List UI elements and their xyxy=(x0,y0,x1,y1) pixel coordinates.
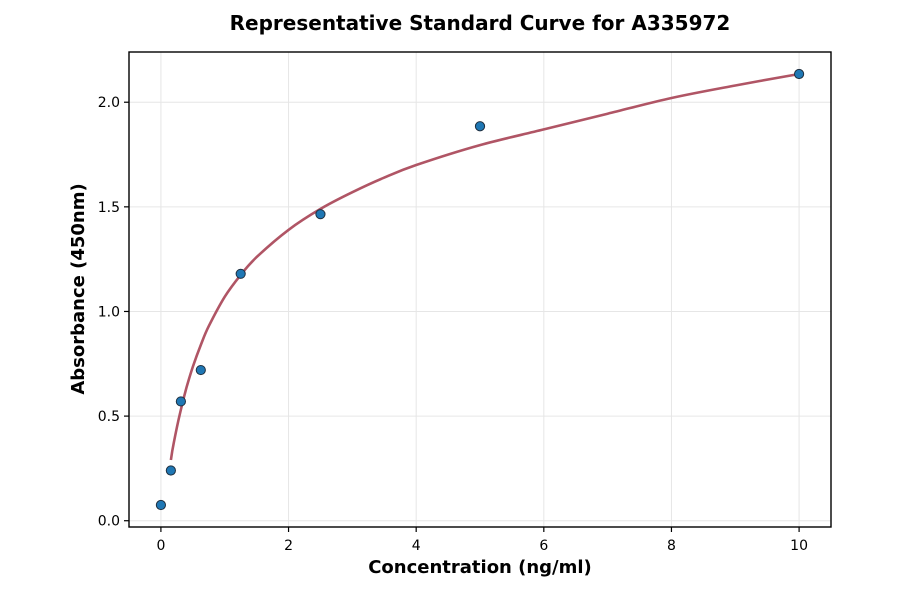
y-tick-label: 1.5 xyxy=(98,200,120,216)
x-tick-label: 0 xyxy=(156,538,165,554)
grid xyxy=(129,52,831,527)
data-point xyxy=(793,68,805,80)
y-tick-label: 0.5 xyxy=(98,409,120,425)
plot-frame xyxy=(128,51,832,528)
x-tick-label: 6 xyxy=(539,538,548,554)
x-tick-label: 4 xyxy=(412,538,421,554)
y-tick-label: 2.0 xyxy=(98,95,120,111)
y-axis-ticks: 0.0 0.5 1.0 1.5 2.0 xyxy=(98,95,129,530)
data-point xyxy=(175,396,186,407)
y-tick-label: 0.0 xyxy=(98,514,120,530)
y-axis-label: Absorbance (450nm) xyxy=(68,183,89,394)
data-point xyxy=(474,121,486,132)
fit-curve-line xyxy=(169,72,800,461)
x-axis-ticks: 0 2 4 6 8 10 xyxy=(156,527,808,554)
data-point xyxy=(195,364,206,376)
x-tick-label: 2 xyxy=(284,538,293,554)
x-tick-label: 8 xyxy=(667,538,676,554)
data-point xyxy=(155,499,167,511)
data-point xyxy=(165,465,176,476)
chart-title: Representative Standard Curve for A33597… xyxy=(230,11,731,35)
y-tick-label: 1.0 xyxy=(98,304,120,320)
data-point xyxy=(315,209,326,220)
data-point xyxy=(235,268,246,279)
x-axis-label: Concentration (ng/ml) xyxy=(368,557,592,578)
data-points-layer xyxy=(155,68,805,511)
x-tick-label: 10 xyxy=(790,538,808,554)
fit-curve-layer xyxy=(169,72,800,461)
